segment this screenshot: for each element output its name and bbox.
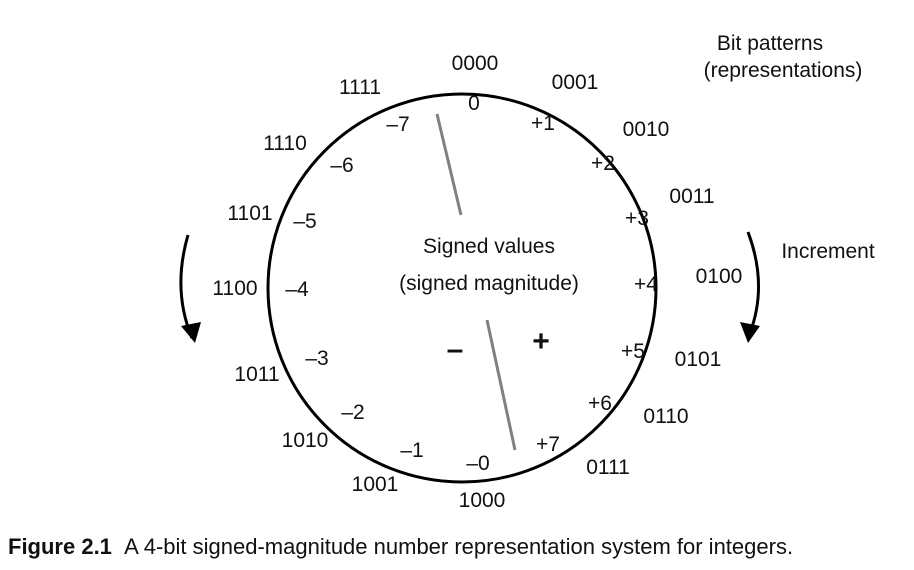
bit-pattern: 1110 <box>263 132 307 155</box>
signed-magnitude-wheel-diagram: Bit patterns (representations) Increment… <box>179 32 875 512</box>
bit-pattern: 0001 <box>552 71 599 94</box>
center-line2: (signed magnitude) <box>399 272 579 295</box>
increment-arrow <box>746 231 761 334</box>
bit-pattern: 0000 <box>452 52 499 75</box>
signed-value: –5 <box>293 210 316 233</box>
divider-line-bottom <box>485 319 517 451</box>
negative-sign: – <box>447 333 464 366</box>
bit-pattern-labels: 0000 0001 0010 0011 0100 0101 0110 0111 … <box>212 52 742 512</box>
signed-value: –7 <box>386 113 409 136</box>
number-wheel-circle <box>266 92 658 484</box>
bit-pattern: 1000 <box>459 489 506 512</box>
signed-value: –0 <box>466 452 489 475</box>
signed-value: +4 <box>634 273 658 296</box>
signed-value: +1 <box>531 112 555 135</box>
signed-value: +2 <box>591 152 615 175</box>
signed-value: –1 <box>400 439 423 462</box>
bit-pattern: 1001 <box>352 473 399 496</box>
caption-label: Figure 2.1 <box>8 534 112 559</box>
center-line1: Signed values <box>423 235 555 258</box>
signed-value: –4 <box>285 278 309 301</box>
signed-value: –3 <box>305 347 328 370</box>
caption-text: A 4-bit signed-magnitude number represen… <box>124 534 794 559</box>
signed-value: –2 <box>341 401 364 424</box>
signed-value: –6 <box>330 154 353 177</box>
bit-pattern: 0110 <box>643 405 688 428</box>
bit-pattern: 1011 <box>234 363 279 386</box>
signed-value: 0 <box>468 92 480 115</box>
bit-pattern: 0101 <box>675 348 722 371</box>
legend-line2: (representations) <box>704 59 863 82</box>
bit-pattern: 0011 <box>669 185 714 208</box>
figure-caption: Figure 2.1 A 4-bit signed-magnitude numb… <box>8 534 793 560</box>
divider-line-top <box>435 113 463 216</box>
bit-pattern: 0111 <box>586 456 630 479</box>
signed-value-labels: 0 +1 +2 +3 +4 +5 +6 +7 –0 –1 –2 –3 –4 –5… <box>285 92 658 475</box>
signed-value: +5 <box>621 340 645 363</box>
left-direction-arrow <box>179 234 194 339</box>
bit-pattern: 1010 <box>282 429 329 452</box>
bit-pattern: 1111 <box>339 76 381 99</box>
bit-pattern: 0100 <box>696 265 743 288</box>
increment-arrowhead-icon <box>740 322 760 343</box>
bit-pattern: 1100 <box>212 277 257 300</box>
signed-value: +7 <box>536 433 560 456</box>
signed-value: +6 <box>588 392 612 415</box>
legend-line1: Bit patterns <box>717 32 823 55</box>
positive-sign: + <box>532 325 550 358</box>
signed-value: +3 <box>625 207 649 230</box>
bit-pattern: 1101 <box>227 202 272 225</box>
bit-pattern: 0010 <box>623 118 670 141</box>
increment-label: Increment <box>781 240 875 263</box>
left-arrowhead-icon <box>181 322 201 343</box>
